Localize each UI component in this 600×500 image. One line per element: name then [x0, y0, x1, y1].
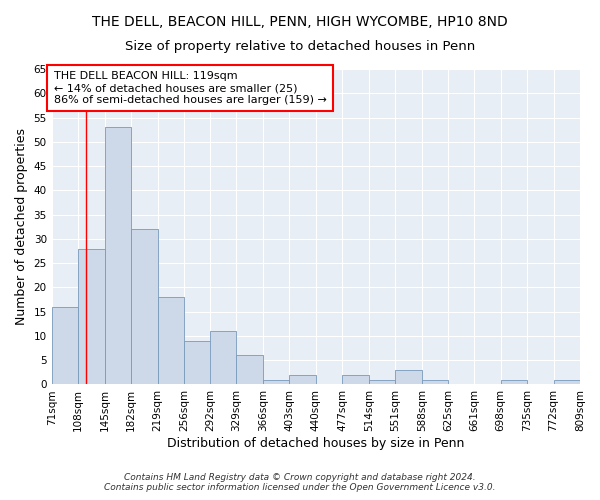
- Bar: [184, 341, 211, 384]
- Text: Size of property relative to detached houses in Penn: Size of property relative to detached ho…: [125, 40, 475, 53]
- Bar: [500, 380, 527, 384]
- Bar: [395, 370, 422, 384]
- Bar: [131, 229, 158, 384]
- Bar: [263, 380, 289, 384]
- Bar: [52, 307, 78, 384]
- Bar: [422, 380, 448, 384]
- Bar: [343, 375, 369, 384]
- Bar: [369, 380, 395, 384]
- Y-axis label: Number of detached properties: Number of detached properties: [15, 128, 28, 325]
- Bar: [210, 331, 236, 384]
- Text: Contains HM Land Registry data © Crown copyright and database right 2024.
Contai: Contains HM Land Registry data © Crown c…: [104, 473, 496, 492]
- Bar: [289, 375, 316, 384]
- Bar: [78, 248, 104, 384]
- X-axis label: Distribution of detached houses by size in Penn: Distribution of detached houses by size …: [167, 437, 464, 450]
- Bar: [104, 127, 131, 384]
- Text: THE DELL, BEACON HILL, PENN, HIGH WYCOMBE, HP10 8ND: THE DELL, BEACON HILL, PENN, HIGH WYCOMB…: [92, 15, 508, 29]
- Bar: [236, 356, 263, 384]
- Text: THE DELL BEACON HILL: 119sqm
← 14% of detached houses are smaller (25)
86% of se: THE DELL BEACON HILL: 119sqm ← 14% of de…: [54, 72, 326, 104]
- Bar: [158, 297, 184, 384]
- Bar: [554, 380, 580, 384]
